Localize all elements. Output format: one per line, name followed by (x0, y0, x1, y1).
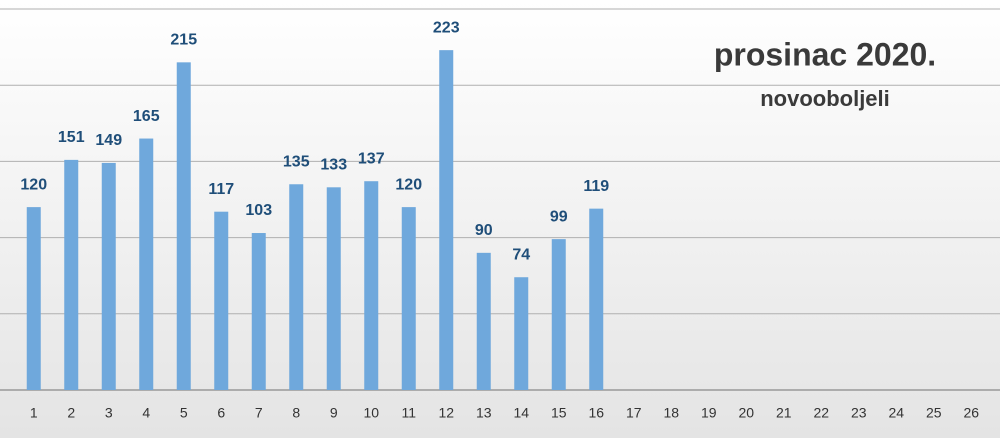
x-tick-label: 13 (476, 405, 492, 421)
data-label: 120 (395, 176, 422, 193)
x-tick-label: 16 (588, 405, 604, 421)
data-label: 74 (512, 246, 530, 263)
x-tick-label: 7 (255, 405, 263, 421)
x-tick-label: 20 (738, 405, 754, 421)
data-label: 215 (170, 32, 197, 49)
data-label: 135 (283, 153, 310, 170)
chart-subtitle: novooboljeli (760, 86, 890, 111)
data-label: 117 (208, 181, 234, 198)
data-label: 133 (320, 157, 347, 174)
x-tick-label: 23 (851, 405, 867, 421)
data-label: 99 (550, 208, 568, 225)
data-label: 90 (475, 222, 493, 239)
x-tick-label: 15 (551, 405, 567, 421)
chart-title: prosinac 2020. (714, 36, 936, 72)
data-label: 149 (95, 132, 122, 149)
bar (326, 187, 341, 390)
bar (26, 207, 41, 390)
bar (289, 184, 304, 390)
x-tick-label: 5 (180, 405, 188, 421)
data-label: 151 (58, 129, 85, 146)
data-label: 165 (133, 108, 160, 125)
x-tick-label: 10 (363, 405, 379, 421)
x-tick-label: 25 (926, 405, 942, 421)
x-tick-label: 9 (330, 405, 338, 421)
bar (139, 138, 154, 390)
bar (439, 50, 454, 390)
data-label: 120 (20, 176, 47, 193)
x-tick-label: 19 (701, 405, 717, 421)
bar (214, 211, 229, 390)
x-tick-label: 1 (30, 405, 38, 421)
x-tick-label: 3 (105, 405, 113, 421)
x-tick-label: 8 (292, 405, 300, 421)
data-label: 137 (358, 150, 385, 167)
bar (589, 208, 604, 390)
x-tick-label: 24 (888, 405, 904, 421)
x-tick-label: 26 (963, 405, 979, 421)
x-tick-label: 22 (813, 405, 829, 421)
bar (401, 207, 416, 390)
x-tick-label: 6 (217, 405, 225, 421)
x-tick-label: 18 (663, 405, 679, 421)
x-tick-label: 11 (401, 405, 416, 421)
data-label: 103 (245, 202, 272, 219)
data-label: 223 (433, 19, 460, 36)
x-tick-label: 14 (513, 405, 529, 421)
bar (101, 162, 116, 390)
x-tick-label: 12 (438, 405, 454, 421)
bar (476, 252, 491, 390)
x-tick-label: 2 (67, 405, 75, 421)
bar (514, 277, 529, 390)
bar (64, 159, 79, 390)
x-tick-label: 21 (776, 405, 792, 421)
data-label: 119 (583, 178, 609, 195)
x-tick-label: 4 (142, 405, 150, 421)
bar (251, 233, 266, 390)
bar (364, 181, 379, 390)
bar (176, 62, 191, 391)
bar (551, 239, 566, 390)
x-tick-label: 17 (626, 405, 642, 421)
